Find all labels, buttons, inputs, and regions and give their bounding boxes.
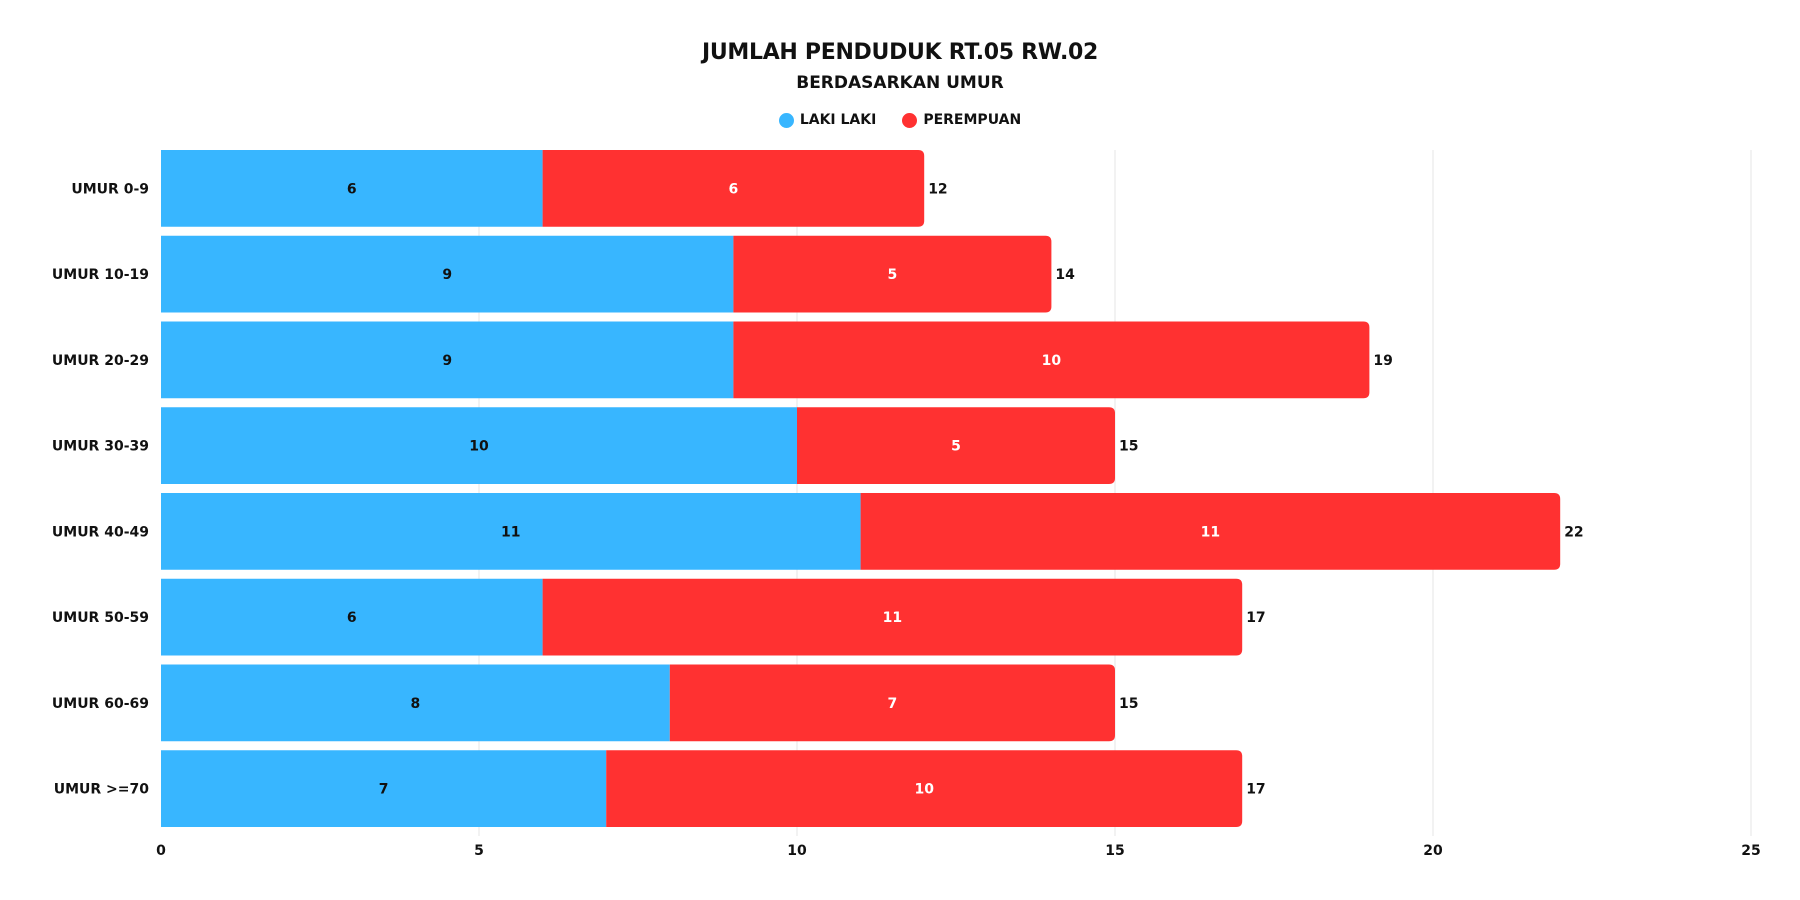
bar-value-label: 9 (442, 353, 452, 369)
category-label: UMUR >=70 (54, 782, 150, 798)
bar-laki-laki (161, 235, 734, 313)
x-tick-label-10: 10 (787, 843, 807, 859)
category-label: UMUR 60-69 (52, 696, 149, 712)
bar-value-label: 10 (469, 439, 489, 455)
bar-total-label: 17 (1246, 782, 1265, 798)
bar-laki-laki (161, 493, 861, 570)
bar-value-label: 7 (379, 782, 389, 798)
bar-laki-laki (161, 750, 607, 827)
bar-value-label: 6 (347, 181, 357, 197)
bar-value-label: 10 (1042, 353, 1062, 369)
bar-total-label: 17 (1246, 610, 1265, 626)
bar-perempuan (733, 235, 1052, 313)
bar-value-label: 7 (888, 696, 898, 712)
bar-total-label: 22 (1564, 524, 1583, 540)
legend: LAKI LAKI PEREMPUAN (0, 112, 1800, 128)
bar-total-label: 19 (1373, 353, 1392, 369)
category-label: UMUR 30-39 (52, 439, 149, 455)
legend-label-laki-laki: LAKI LAKI (799, 112, 877, 128)
bar-value-label: 5 (951, 439, 961, 455)
bar-total-label: 15 (1119, 439, 1138, 455)
bar-perempuan (606, 750, 1243, 827)
bar-perempuan (860, 493, 1561, 570)
x-tick-label-5: 5 (474, 843, 484, 859)
x-tick-label-0: 0 (156, 843, 166, 859)
bar-perempuan (669, 664, 1115, 742)
chart-title: JUMLAH PENDUDUK RT.05 RW.02 (701, 40, 1099, 65)
legend-swatch-perempuan (902, 112, 918, 128)
legend-label-perempuan: PEREMPUAN (923, 112, 1022, 128)
category-label: UMUR 0-9 (71, 181, 149, 197)
bar-value-label: 5 (888, 267, 898, 283)
bar-laki-laki (161, 150, 543, 227)
bar-total-label: 14 (1055, 267, 1075, 283)
bar-value-label: 11 (501, 524, 520, 540)
bar-laki-laki (161, 321, 734, 399)
x-tick-label-20: 20 (1423, 843, 1443, 859)
legend-item-laki-laki[interactable]: LAKI LAKI (778, 112, 877, 128)
bar-value-label: 6 (347, 610, 357, 626)
bar-laki-laki (161, 664, 670, 742)
bar-laki-laki (161, 407, 797, 484)
bar-value-label: 10 (914, 782, 934, 798)
legend-item-perempuan[interactable]: PEREMPUAN (902, 112, 1021, 128)
x-tick-label-15: 15 (1105, 843, 1124, 859)
bar-value-label: 6 (729, 181, 739, 197)
bar-perempuan (542, 578, 1243, 656)
bar-value-label: 11 (883, 610, 902, 626)
category-label: UMUR 10-19 (52, 267, 149, 283)
bar-value-label: 9 (442, 267, 452, 283)
bar-perempuan (797, 407, 1115, 484)
chart-subtitle: BERDASARKAN UMUR (796, 73, 1004, 93)
bar-total-label: 15 (1119, 696, 1138, 712)
legend-swatch-laki-laki (778, 112, 794, 128)
bar-perempuan (733, 321, 1370, 399)
bar-value-label: 11 (1201, 524, 1220, 540)
bar-perempuan (542, 150, 925, 227)
category-label: UMUR 20-29 (52, 353, 149, 369)
bar-laki-laki (161, 578, 543, 656)
category-label: UMUR 50-59 (52, 610, 149, 626)
bar-value-label: 8 (411, 696, 421, 712)
bar-total-label: 12 (928, 181, 947, 197)
category-label: UMUR 40-49 (52, 524, 149, 540)
x-tick-label-25: 25 (1741, 843, 1760, 859)
